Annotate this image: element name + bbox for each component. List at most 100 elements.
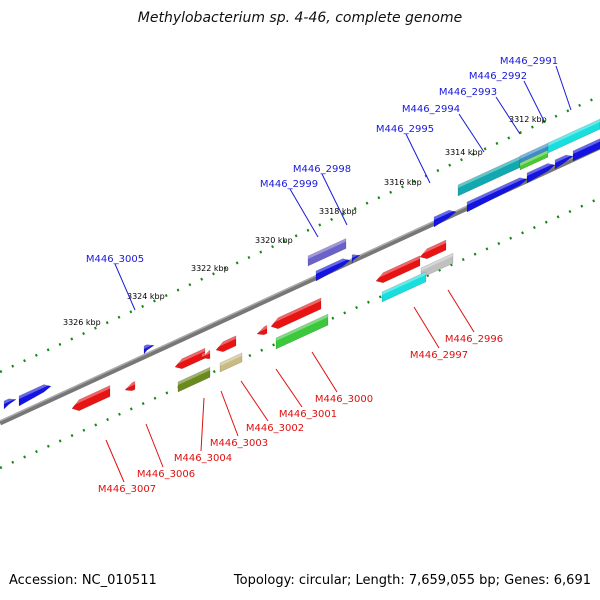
- gene-block-forward-cyan-body: [547, 118, 600, 154]
- gene-leader-line: [275, 368, 303, 408]
- gene-block-forward-highlight: [352, 251, 360, 258]
- gene-block-forward: [433, 206, 457, 228]
- gene-block-reverse-highlight: [376, 255, 420, 279]
- tick-label: 3318 kbp: [319, 207, 357, 216]
- gene-block-reverse-tan: [219, 352, 243, 373]
- gene-label: M446_2997: [410, 350, 468, 361]
- gene-block-reverse: [124, 381, 136, 392]
- gene-block-forward-highlight: [144, 341, 154, 349]
- gene-block-forward-steel-highlight: [520, 142, 550, 159]
- gene-block-reverse: [256, 325, 268, 336]
- gene-block-forward-purple-body: [307, 238, 347, 267]
- gene-label: M446_2994: [402, 104, 460, 115]
- gene-block-reverse-body: [71, 385, 111, 412]
- gene-block-reverse-green: [275, 313, 329, 350]
- tick-label: 3324 kbp: [127, 292, 165, 301]
- gene-leader-line: [311, 351, 338, 393]
- gene-leader-line: [200, 397, 205, 452]
- gene-block-reverse-highlight: [271, 298, 321, 324]
- scale-ticks: 3312 kbp 3314 kbp 3316 kbp 3318 kbp 3320 kbp…: [63, 115, 547, 327]
- gene-block-reverse-tan-body: [219, 352, 243, 373]
- gene-block-forward-green-body: [519, 149, 549, 171]
- gene-block-reverse-body: [124, 381, 136, 392]
- gene-leader-line: [240, 380, 269, 422]
- gene-block-reverse: [270, 297, 322, 330]
- gene-block-forward-body: [433, 209, 457, 228]
- gene-labels: M446_2991 M446_2992 M446_2993 M446_2994 M446…: [86, 56, 572, 495]
- gene-block-reverse-olive-body: [177, 366, 211, 393]
- gene-block-reverse-body: [270, 297, 322, 330]
- topology-text: Topology: circular; Length: 7,659,055 bp…: [233, 573, 591, 588]
- gene-block-forward-green: [519, 149, 549, 171]
- gene-block-reverse-cyan-body: [381, 271, 427, 303]
- gene-label: M446_2993: [439, 87, 497, 98]
- gene-block-reverse: [201, 349, 211, 360]
- gene-block-reverse-grey-highlight: [421, 253, 453, 271]
- gene-block-forward-body: [572, 138, 600, 162]
- gene-label: M446_3004: [174, 453, 232, 464]
- gene-block-forward-body: [526, 163, 556, 184]
- gene-label: M446_2991: [500, 56, 558, 67]
- gene-block-forward-purple: [307, 238, 347, 267]
- gene-block-forward-cyan: [547, 118, 600, 154]
- gene-block-reverse-green-body: [275, 313, 329, 350]
- gene-leader-line: [495, 96, 521, 135]
- gene-block-forward-cyan-highlight: [548, 119, 600, 146]
- gene-block-reverse-body: [375, 255, 421, 284]
- gene-block-reverse: [419, 239, 447, 260]
- gene-block-forward-highlight: [573, 138, 600, 154]
- gene-block-forward: [526, 160, 556, 184]
- gene-block-forward: [572, 138, 600, 162]
- tick-label: 3312 kbp: [509, 115, 547, 124]
- gene-block-forward-body: [18, 384, 52, 407]
- gene-block-forward-body: [3, 398, 17, 410]
- gene-block-forward: [18, 381, 52, 407]
- gene-block-reverse-body: [174, 347, 206, 370]
- gene-block-forward: [466, 174, 528, 213]
- gene-leader-line: [114, 263, 136, 311]
- gene-block-reverse: [375, 255, 421, 284]
- gene-features: [3, 118, 600, 412]
- tick-label: 3322 kbp: [191, 264, 229, 273]
- gene-block-forward-highlight: [467, 174, 527, 205]
- gene-block-reverse-highlight: [216, 335, 236, 348]
- gene-block-forward-highlight: [19, 381, 51, 399]
- gene-leader-line: [413, 306, 440, 349]
- gene-block-forward: [554, 151, 574, 170]
- gene-block-reverse-cyan: [381, 271, 427, 303]
- gene-label: M446_2992: [469, 71, 527, 82]
- gene-block-forward-cyan-highlight: [458, 156, 520, 188]
- gene-block-reverse-body: [256, 325, 268, 336]
- gene-label: M446_3007: [98, 484, 156, 495]
- gene-block-forward-highlight: [555, 151, 573, 163]
- gene-block-forward-body: [315, 258, 351, 282]
- gene-block-reverse-tan-highlight: [220, 352, 242, 366]
- gene-block-forward-highlight: [434, 206, 456, 220]
- gene-block-forward-body: [143, 344, 155, 355]
- gene-block-forward: [143, 341, 155, 355]
- gene-label: M446_2996: [445, 334, 503, 345]
- gene-label: M446_3000: [315, 394, 373, 405]
- tick-label: 3326 kbp: [63, 318, 101, 327]
- gene-block-forward-green-highlight: [520, 150, 548, 166]
- gene-label: M446_2995: [376, 124, 434, 135]
- gene-block-reverse-green-highlight: [276, 314, 328, 341]
- gene-block-reverse-olive: [177, 366, 211, 393]
- gene-block-reverse: [71, 385, 111, 412]
- gene-label: M446_2998: [293, 164, 351, 175]
- gene-leader-line: [405, 133, 431, 184]
- gene-leader-line: [555, 65, 572, 111]
- gene-label: M446_3003: [210, 438, 268, 449]
- gene-block-forward-body: [466, 177, 528, 213]
- gene-leader-line: [321, 173, 348, 226]
- gene-block-reverse-body: [201, 349, 211, 360]
- gene-block-reverse-body: [215, 335, 237, 353]
- gene-leader-line: [523, 80, 545, 122]
- gene-leader-line: [220, 390, 239, 437]
- gene-block-reverse-highlight: [125, 381, 135, 389]
- gene-block-forward: [351, 251, 361, 264]
- gene-block-reverse-body: [419, 239, 447, 260]
- gene-label: M446_3006: [137, 469, 195, 480]
- gene-block-reverse: [174, 347, 206, 370]
